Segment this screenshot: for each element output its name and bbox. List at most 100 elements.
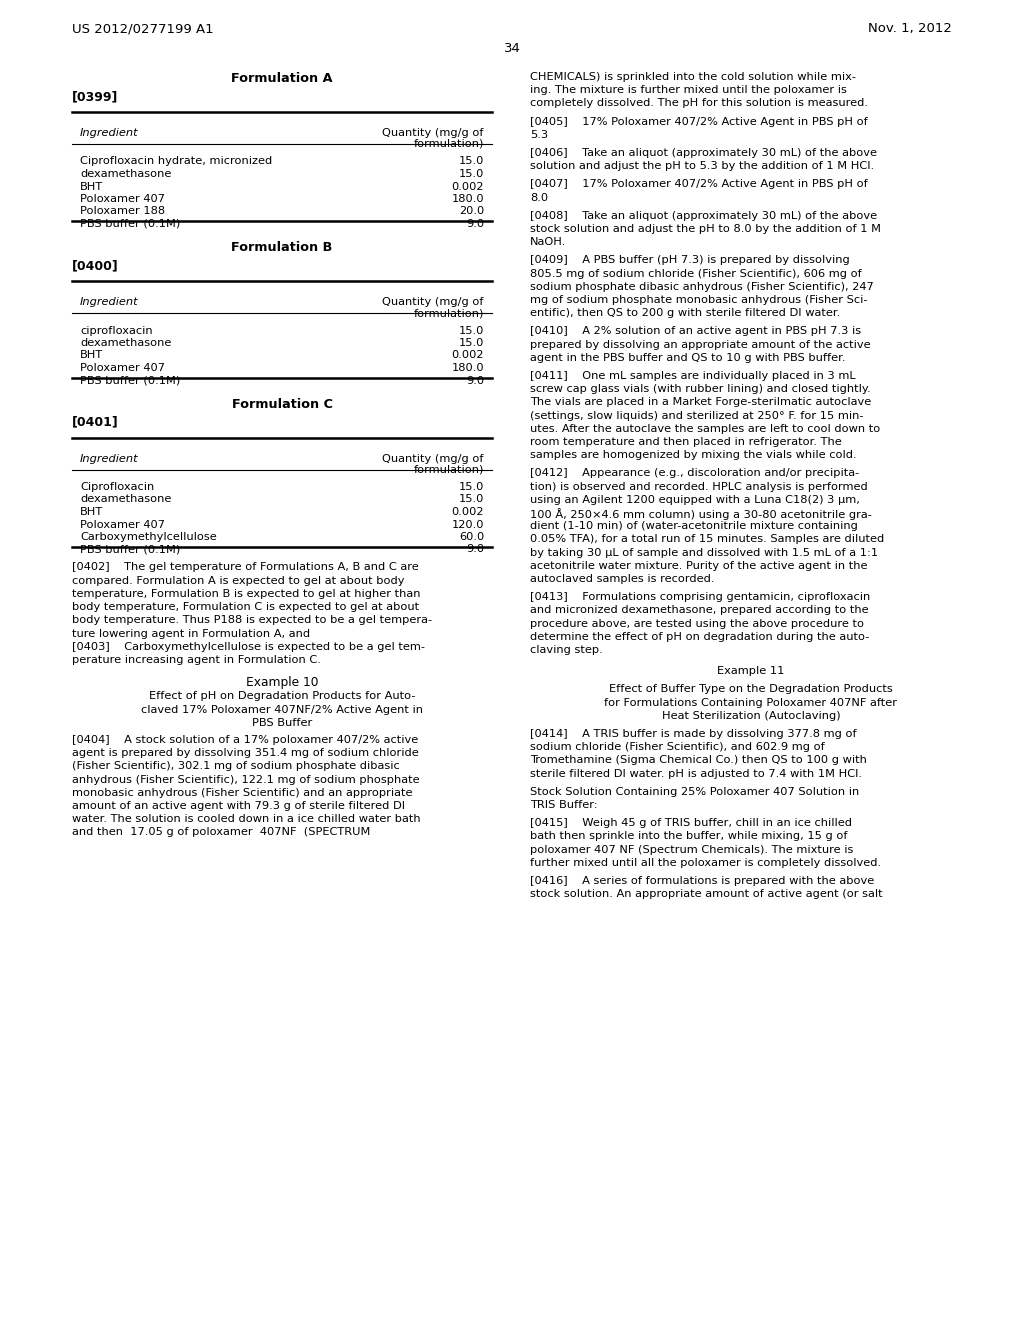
Text: Ciprofloxacin hydrate, micronized: Ciprofloxacin hydrate, micronized [80,157,272,166]
Text: water. The solution is cooled down in a ice chilled water bath: water. The solution is cooled down in a … [72,814,421,824]
Text: entific), then QS to 200 g with sterile filtered DI water.: entific), then QS to 200 g with sterile … [530,308,841,318]
Text: agent in the PBS buffer and QS to 10 g with PBS buffer.: agent in the PBS buffer and QS to 10 g w… [530,352,846,363]
Text: Tromethamine (Sigma Chemical Co.) then QS to 100 g with: Tromethamine (Sigma Chemical Co.) then Q… [530,755,867,766]
Text: 15.0: 15.0 [459,495,484,504]
Text: formulation): formulation) [414,139,484,149]
Text: 8.0: 8.0 [530,193,548,202]
Text: ing. The mixture is further mixed until the poloxamer is: ing. The mixture is further mixed until … [530,86,847,95]
Text: [0408]    Take an aliquot (approximately 30 mL) of the above: [0408] Take an aliquot (approximately 30… [530,211,878,220]
Text: [0401]: [0401] [72,416,119,429]
Text: [0405]    17% Poloxamer 407/2% Active Agent in PBS pH of: [0405] 17% Poloxamer 407/2% Active Agent… [530,116,867,127]
Text: and then  17.05 g of poloxamer  407NF  (SPECTRUM: and then 17.05 g of poloxamer 407NF (SPE… [72,828,371,837]
Text: ciprofloxacin: ciprofloxacin [80,326,153,335]
Text: amount of an active agent with 79.3 g of sterile filtered DI: amount of an active agent with 79.3 g of… [72,801,406,810]
Text: determine the effect of pH on degradation during the auto-: determine the effect of pH on degradatio… [530,632,869,642]
Text: acetonitrile water mixture. Purity of the active agent in the: acetonitrile water mixture. Purity of th… [530,561,867,570]
Text: 9.0: 9.0 [466,219,484,228]
Text: 15.0: 15.0 [459,482,484,492]
Text: [0409]    A PBS buffer (pH 7.3) is prepared by dissolving: [0409] A PBS buffer (pH 7.3) is prepared… [530,255,850,265]
Text: bath then sprinkle into the buffer, while mixing, 15 g of: bath then sprinkle into the buffer, whil… [530,832,848,841]
Text: [0411]    One mL samples are individually placed in 3 mL: [0411] One mL samples are individually p… [530,371,856,381]
Text: 100 Å, 250×4.6 mm column) using a 30-80 acetonitrile gra-: 100 Å, 250×4.6 mm column) using a 30-80 … [530,508,871,520]
Text: 0.002: 0.002 [452,507,484,517]
Text: 0.002: 0.002 [452,351,484,360]
Text: Poloxamer 407: Poloxamer 407 [80,194,165,205]
Text: [0412]    Appearance (e.g., discoloration and/or precipita-: [0412] Appearance (e.g., discoloration a… [530,469,859,478]
Text: PBS Buffer: PBS Buffer [252,718,312,727]
Text: Example 11: Example 11 [718,667,784,676]
Text: 0.05% TFA), for a total run of 15 minutes. Samples are diluted: 0.05% TFA), for a total run of 15 minute… [530,535,885,544]
Text: 34: 34 [504,42,520,55]
Text: 15.0: 15.0 [459,157,484,166]
Text: [0414]    A TRIS buffer is made by dissolving 377.8 mg of: [0414] A TRIS buffer is made by dissolvi… [530,729,857,739]
Text: temperature, Formulation B is expected to gel at higher than: temperature, Formulation B is expected t… [72,589,421,599]
Text: sodium chloride (Fisher Scientific), and 602.9 mg of: sodium chloride (Fisher Scientific), and… [530,742,824,752]
Text: anhydrous (Fisher Scientific), 122.1 mg of sodium phosphate: anhydrous (Fisher Scientific), 122.1 mg … [72,775,420,784]
Text: BHT: BHT [80,351,103,360]
Text: further mixed until all the poloxamer is completely dissolved.: further mixed until all the poloxamer is… [530,858,881,867]
Text: Quantity (mg/g of: Quantity (mg/g of [383,454,484,463]
Text: Effect of pH on Degradation Products for Auto-: Effect of pH on Degradation Products for… [148,692,416,701]
Text: 180.0: 180.0 [452,194,484,205]
Text: stock solution and adjust the pH to 8.0 by the addition of 1 M: stock solution and adjust the pH to 8.0 … [530,224,881,234]
Text: by taking 30 μL of sample and dissolved with 1.5 mL of a 1:1: by taking 30 μL of sample and dissolved … [530,548,879,557]
Text: (settings, slow liquids) and sterilized at 250° F. for 15 min-: (settings, slow liquids) and sterilized … [530,411,863,421]
Text: Formulation B: Formulation B [231,242,333,253]
Text: Poloxamer 407: Poloxamer 407 [80,363,165,374]
Text: sodium phosphate dibasic anhydrous (Fisher Scientific), 247: sodium phosphate dibasic anhydrous (Fish… [530,281,873,292]
Text: monobasic anhydrous (Fisher Scientific) and an appropriate: monobasic anhydrous (Fisher Scientific) … [72,788,413,797]
Text: prepared by dissolving an appropriate amount of the active: prepared by dissolving an appropriate am… [530,339,870,350]
Text: claved 17% Poloxamer 407NF/2% Active Agent in: claved 17% Poloxamer 407NF/2% Active Age… [141,705,423,714]
Text: [0403]    Carboxymethylcellulose is expected to be a gel tem-: [0403] Carboxymethylcellulose is expecte… [72,642,425,652]
Text: poloxamer 407 NF (Spectrum Chemicals). The mixture is: poloxamer 407 NF (Spectrum Chemicals). T… [530,845,853,854]
Text: dexamethasone: dexamethasone [80,338,171,348]
Text: procedure above, are tested using the above procedure to: procedure above, are tested using the ab… [530,619,864,628]
Text: claving step.: claving step. [530,645,603,655]
Text: [0406]    Take an aliquot (approximately 30 mL) of the above: [0406] Take an aliquot (approximately 30… [530,148,877,158]
Text: 9.0: 9.0 [466,544,484,554]
Text: Carboxymethylcellulose: Carboxymethylcellulose [80,532,217,543]
Text: formulation): formulation) [414,308,484,318]
Text: dexamethasone: dexamethasone [80,169,171,180]
Text: sterile filtered DI water. pH is adjusted to 7.4 with 1M HCl.: sterile filtered DI water. pH is adjuste… [530,768,862,779]
Text: stock solution. An appropriate amount of active agent (or salt: stock solution. An appropriate amount of… [530,890,883,899]
Text: Nov. 1, 2012: Nov. 1, 2012 [868,22,952,36]
Text: body temperature, Formulation C is expected to gel at about: body temperature, Formulation C is expec… [72,602,419,612]
Text: 20.0: 20.0 [459,206,484,216]
Text: for Formulations Containing Poloxamer 407NF after: for Formulations Containing Poloxamer 40… [604,697,897,708]
Text: Ingredient: Ingredient [80,297,138,308]
Text: [0404]    A stock solution of a 17% poloxamer 407/2% active: [0404] A stock solution of a 17% poloxam… [72,735,418,744]
Text: mg of sodium phosphate monobasic anhydrous (Fisher Sci-: mg of sodium phosphate monobasic anhydro… [530,294,867,305]
Text: [0400]: [0400] [72,259,119,272]
Text: Example 10: Example 10 [246,676,318,689]
Text: Ingredient: Ingredient [80,128,138,139]
Text: CHEMICALS) is sprinkled into the cold solution while mix-: CHEMICALS) is sprinkled into the cold so… [530,73,856,82]
Text: dexamethasone: dexamethasone [80,495,171,504]
Text: PBS buffer (0.1M): PBS buffer (0.1M) [80,544,180,554]
Text: compared. Formulation A is expected to gel at about body: compared. Formulation A is expected to g… [72,576,404,586]
Text: US 2012/0277199 A1: US 2012/0277199 A1 [72,22,214,36]
Text: Poloxamer 407: Poloxamer 407 [80,520,165,529]
Text: samples are homogenized by mixing the vials while cold.: samples are homogenized by mixing the vi… [530,450,857,461]
Text: body temperature. Thus P188 is expected to be a gel tempera-: body temperature. Thus P188 is expected … [72,615,432,626]
Text: 0.002: 0.002 [452,181,484,191]
Text: Poloxamer 188: Poloxamer 188 [80,206,165,216]
Text: [0410]    A 2% solution of an active agent in PBS pH 7.3 is: [0410] A 2% solution of an active agent … [530,326,861,337]
Text: and micronized dexamethasone, prepared according to the: and micronized dexamethasone, prepared a… [530,606,868,615]
Text: BHT: BHT [80,181,103,191]
Text: NaOH.: NaOH. [530,238,566,247]
Text: using an Agilent 1200 equipped with a Luna C18(2) 3 μm,: using an Agilent 1200 equipped with a Lu… [530,495,860,504]
Text: 120.0: 120.0 [452,520,484,529]
Text: autoclaved samples is recorded.: autoclaved samples is recorded. [530,574,715,583]
Text: Ingredient: Ingredient [80,454,138,463]
Text: utes. After the autoclave the samples are left to cool down to: utes. After the autoclave the samples ar… [530,424,881,434]
Text: Quantity (mg/g of: Quantity (mg/g of [383,128,484,139]
Text: [0415]    Weigh 45 g of TRIS buffer, chill in an ice chilled: [0415] Weigh 45 g of TRIS buffer, chill … [530,818,852,828]
Text: screw cap glass vials (with rubber lining) and closed tightly.: screw cap glass vials (with rubber linin… [530,384,870,395]
Text: The vials are placed in a Market Forge-sterilmatic autoclave: The vials are placed in a Market Forge-s… [530,397,871,408]
Text: perature increasing agent in Formulation C.: perature increasing agent in Formulation… [72,655,321,665]
Text: BHT: BHT [80,507,103,517]
Text: room temperature and then placed in refrigerator. The: room temperature and then placed in refr… [530,437,842,447]
Text: [0399]: [0399] [72,90,119,103]
Text: 60.0: 60.0 [459,532,484,543]
